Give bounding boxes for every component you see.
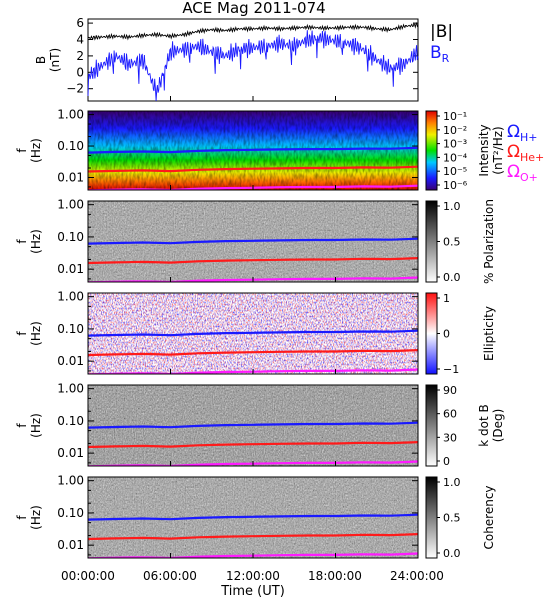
colorbar-label: % Polarization (482, 199, 496, 284)
colorbar-tick-label: 90 (443, 384, 457, 397)
colorbar-tick-label: 0.5 (443, 236, 461, 249)
colorbar-tick-label: 0 (443, 328, 450, 341)
x-tick-label: 18:00:00 (308, 569, 362, 583)
colorbar-tick-label: 10⁻³ (443, 138, 467, 151)
colorbar (425, 292, 438, 375)
colorbar-tick-label: 10⁻² (443, 124, 467, 137)
gyrofrequency-line-he-plus (88, 165, 418, 173)
y-tick-label: 6 (76, 16, 84, 30)
series-line-b-total (87, 22, 419, 41)
panel-percent_polarization: 1.00 0.10 0.01 f(Hz) 1.0 0.5 0.0 % Polarization (15, 198, 496, 284)
y-axis-label: f(Hz) (15, 229, 43, 254)
gyrofrequency-line-he-plus (88, 257, 418, 265)
colorbar-tick-label: 30 (443, 431, 457, 444)
legend-omega-h: ΩH+ (507, 122, 538, 144)
panel-coherency: 1.00 0.10 0.01 f(Hz) 1.0 0.5 0.0 Coherency (15, 474, 496, 560)
y-axis-label: f(Hz) (15, 413, 43, 438)
y-axis-label: f(Hz) (15, 321, 43, 346)
x-tick-label: 06:00:00 (143, 569, 197, 583)
gyrofrequency-line-h-plus (88, 146, 418, 154)
y-tick-label: 0.10 (57, 414, 84, 428)
colorbar-label: Coherency (482, 485, 496, 549)
colorbar-tick-label: 10⁻⁶ (443, 179, 468, 192)
legend-omega-o: ΩO+ (507, 162, 538, 184)
y-tick-label: 0.01 (57, 170, 84, 184)
colorbar-tick-label: 10⁻¹ (443, 110, 467, 123)
colorbar-tick-label: 0.0 (443, 271, 461, 284)
colorbar (425, 384, 438, 467)
y-axis-label: B(nT) (34, 48, 62, 72)
y-tick-label: 0.10 (57, 506, 84, 520)
y-tick-label: 4 (76, 33, 84, 47)
y-tick-label: 0.01 (57, 538, 84, 552)
colorbar-tick-label: 10⁻⁵ (443, 165, 467, 178)
panel-intensity_spectrogram: 1.00 0.10 0.01 f(Hz) 10⁻¹10⁻²10⁻³10⁻⁴10⁻⁵10⁻… (15, 108, 505, 192)
panel-wave_normal_angle: 1.00 0.10 0.01 f(Hz) 90 60 30 0 k dot B(Deg) (15, 382, 505, 468)
gyrofrequency-line-he-plus (88, 441, 418, 449)
y-tick-label: 1.00 (57, 382, 84, 396)
colorbar-tick-label: −1 (443, 363, 459, 376)
heatmap-image (88, 385, 418, 466)
heatmap-image (88, 111, 418, 190)
y-tick-label: 0.01 (57, 262, 84, 276)
y-tick-label: 2 (76, 49, 84, 63)
gyrofrequency-line-h-plus (88, 329, 418, 337)
heatmap-image (88, 293, 418, 374)
legend-entry: |B| (430, 22, 453, 42)
gyrofrequency-line-h-plus (88, 421, 418, 429)
x-tick-label: 24:00:00 (390, 569, 444, 583)
legend-entry: BR (430, 43, 450, 65)
y-tick-label: 0.01 (57, 446, 84, 460)
y-tick-label: 1.00 (57, 198, 84, 212)
colorbar-tick-label: 1.0 (443, 476, 461, 489)
y-tick-label: 0 (76, 65, 84, 79)
y-tick-label: 0.10 (57, 322, 84, 336)
gyrofrequency-line-h-plus (88, 513, 418, 521)
y-tick-label: 0.10 (57, 230, 84, 244)
y-tick-label: 0.01 (57, 354, 84, 368)
y-axis-label: f(Hz) (15, 505, 43, 530)
colorbar-tick-label: 0 (443, 455, 450, 468)
y-tick-label: 0.10 (57, 139, 84, 153)
figure-title: ACE Mag 2011-074 (182, 0, 325, 17)
magnetic-field-panel: 6 4 2 0 −2 B(nT) |B|BR (34, 16, 453, 102)
x-axis-title: Time (UT) (220, 584, 285, 599)
colorbar (425, 200, 438, 283)
series-line-b-r (87, 30, 419, 102)
y-tick-label: −2 (66, 82, 84, 96)
spectrogram-panels: 1.000.100.01f(Hz)10⁻¹10⁻²10⁻³10⁻⁴10⁻⁵10⁻… (15, 108, 505, 560)
x-tick-label: 12:00:00 (226, 569, 280, 583)
legend-omega-he: ΩHe+ (507, 142, 544, 164)
gyrofrequency-legend: ΩH+ ΩHe+ ΩO+ (507, 122, 544, 184)
colorbar-tick-label: 10⁻⁴ (443, 151, 468, 164)
heatmap-image (88, 201, 418, 282)
colorbar-tick-label: 1 (443, 292, 450, 305)
colorbar-tick-label: 1.0 (443, 200, 461, 213)
colorbar-tick-label: 0.0 (443, 547, 461, 560)
y-axis-label: f(Hz) (15, 138, 43, 163)
colorbar (425, 476, 438, 559)
x-tick-label: 00:00:00 (61, 569, 115, 583)
y-tick-label: 1.00 (57, 108, 84, 122)
y-tick-label: 1.00 (57, 474, 84, 488)
colorbar (425, 110, 438, 191)
panel-ellipticity: 1.00 0.10 0.01 f(Hz) 1 0 −1 Ellipticity (15, 290, 496, 376)
colorbar-label: k dot B(Deg) (477, 404, 505, 446)
colorbar-tick-label: 0.5 (443, 512, 461, 525)
heatmap-image (88, 477, 418, 558)
y-tick-label: 1.00 (57, 290, 84, 304)
gyrofrequency-line-he-plus (88, 349, 418, 357)
gyrofrequency-line-he-plus (88, 533, 418, 541)
colorbar-tick-label: 60 (443, 408, 457, 421)
time-axis-labels: 00:00:00 06:00:00 12:00:00 18:00:00 24:0… (61, 569, 444, 599)
colorbar-label: Ellipticity (482, 306, 496, 361)
colorbar-label: Intensity(nT²/Hz) (477, 124, 505, 176)
gyrofrequency-line-h-plus (88, 237, 418, 245)
